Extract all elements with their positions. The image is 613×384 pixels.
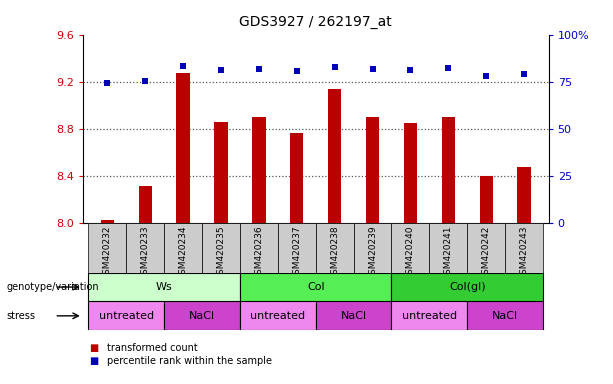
Text: transformed count: transformed count: [107, 343, 198, 353]
Bar: [164, 223, 202, 273]
Text: GSM420242: GSM420242: [482, 225, 490, 280]
Text: GSM420241: GSM420241: [444, 225, 453, 280]
Text: ■: ■: [89, 343, 98, 353]
Point: [140, 78, 150, 84]
Point: [102, 79, 112, 86]
Bar: [240, 273, 392, 301]
Point: [368, 66, 378, 73]
Bar: [479, 176, 493, 223]
Text: GSM420235: GSM420235: [216, 225, 226, 280]
Bar: [328, 89, 341, 223]
Bar: [215, 122, 227, 223]
Point: [481, 73, 491, 79]
Bar: [505, 223, 543, 273]
Point: [405, 67, 415, 73]
Bar: [101, 220, 114, 223]
Bar: [253, 117, 265, 223]
Text: GSM420232: GSM420232: [103, 225, 112, 280]
Bar: [88, 223, 126, 273]
Bar: [366, 117, 379, 223]
Title: GDS3927 / 262197_at: GDS3927 / 262197_at: [239, 15, 392, 29]
Point: [254, 66, 264, 73]
Bar: [392, 301, 467, 330]
Text: Col(gl): Col(gl): [449, 282, 485, 292]
Bar: [517, 167, 531, 223]
Bar: [404, 123, 417, 223]
Text: NaCl: NaCl: [189, 311, 215, 321]
Bar: [429, 223, 467, 273]
Bar: [177, 73, 190, 223]
Bar: [441, 117, 455, 223]
Bar: [240, 223, 278, 273]
Bar: [88, 301, 164, 330]
Point: [178, 63, 188, 69]
Point: [216, 67, 226, 73]
Bar: [290, 133, 303, 223]
Point: [519, 71, 529, 77]
Point: [443, 65, 453, 71]
Bar: [126, 223, 164, 273]
Text: ■: ■: [89, 356, 98, 366]
Bar: [164, 301, 240, 330]
Text: GSM420238: GSM420238: [330, 225, 339, 280]
Bar: [467, 301, 543, 330]
Bar: [202, 223, 240, 273]
Text: NaCl: NaCl: [492, 311, 518, 321]
Text: stress: stress: [6, 311, 35, 321]
Text: GSM420236: GSM420236: [254, 225, 264, 280]
Text: untreated: untreated: [402, 311, 457, 321]
Bar: [316, 301, 392, 330]
Bar: [392, 273, 543, 301]
Text: NaCl: NaCl: [340, 311, 367, 321]
Text: GSM420243: GSM420243: [519, 225, 528, 280]
Bar: [392, 223, 429, 273]
Point: [292, 68, 302, 74]
Bar: [240, 301, 316, 330]
Bar: [316, 223, 354, 273]
Point: [330, 63, 340, 70]
Text: GSM420233: GSM420233: [141, 225, 150, 280]
Text: GSM420234: GSM420234: [178, 225, 188, 280]
Text: percentile rank within the sample: percentile rank within the sample: [107, 356, 272, 366]
Text: GSM420239: GSM420239: [368, 225, 377, 280]
Text: GSM420237: GSM420237: [292, 225, 301, 280]
Bar: [467, 223, 505, 273]
Text: untreated: untreated: [250, 311, 305, 321]
Text: Ws: Ws: [156, 282, 173, 292]
Text: Col: Col: [307, 282, 324, 292]
Text: GSM420240: GSM420240: [406, 225, 415, 280]
Bar: [139, 186, 152, 223]
Bar: [354, 223, 392, 273]
Bar: [88, 273, 240, 301]
Text: untreated: untreated: [99, 311, 154, 321]
Text: genotype/variation: genotype/variation: [6, 282, 99, 292]
Bar: [278, 223, 316, 273]
